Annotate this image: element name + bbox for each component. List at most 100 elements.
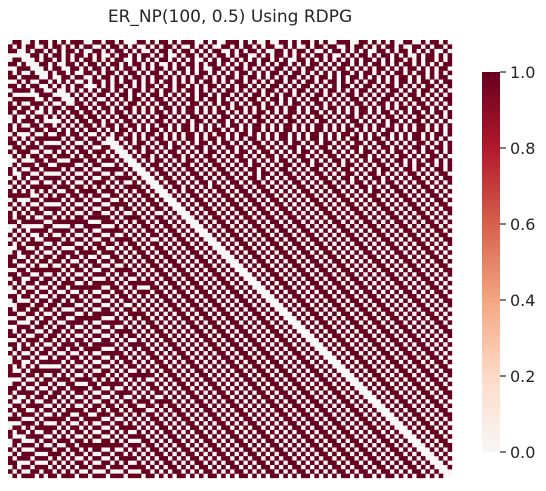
heatmap-cell xyxy=(190,324,200,330)
heatmap-cell xyxy=(443,88,448,93)
heatmap-cell xyxy=(332,70,337,76)
heatmap-cell xyxy=(247,324,253,330)
heatmap-cell xyxy=(132,75,142,80)
heatmap-cell xyxy=(389,346,395,352)
heatmap-cell xyxy=(181,149,186,155)
heatmap-cell xyxy=(354,83,359,89)
heatmap-cell xyxy=(65,197,71,203)
heatmap-cell xyxy=(74,267,84,273)
heatmap-cell xyxy=(141,193,151,198)
heatmap-cell xyxy=(212,171,217,176)
heatmap-cell xyxy=(278,346,284,352)
heatmap-cell xyxy=(114,79,120,84)
heatmap-cell xyxy=(256,276,262,282)
heatmap-cell xyxy=(292,272,297,277)
heatmap-cell xyxy=(136,140,146,146)
heatmap-cell xyxy=(274,232,279,238)
heatmap-cell xyxy=(403,167,413,172)
heatmap-cell xyxy=(154,79,160,84)
heatmap-cell xyxy=(345,333,351,338)
heatmap-cell xyxy=(265,162,271,168)
heatmap-cell xyxy=(150,70,160,76)
heatmap-cell xyxy=(269,206,275,211)
heatmap-cell xyxy=(265,399,275,404)
heatmap-cell xyxy=(376,464,386,470)
heatmap-cell xyxy=(123,145,129,150)
heatmap-cell xyxy=(403,421,408,426)
heatmap-cell xyxy=(425,329,430,334)
heatmap-cell xyxy=(332,289,337,295)
heatmap-cell xyxy=(167,390,173,395)
heatmap-cell xyxy=(74,197,84,203)
heatmap-cell xyxy=(154,298,160,303)
heatmap-cell xyxy=(287,276,293,282)
heatmap-cell xyxy=(349,425,355,430)
heatmap-cell xyxy=(327,285,333,290)
heatmap-cell xyxy=(367,162,373,168)
heatmap-cell xyxy=(398,75,408,80)
heatmap-cell xyxy=(323,83,328,89)
heatmap-cell xyxy=(283,342,293,347)
heatmap-cell xyxy=(230,53,235,58)
heatmap-cell xyxy=(221,57,231,63)
heatmap-cell xyxy=(403,197,413,203)
heatmap-cell xyxy=(447,149,453,155)
heatmap-cell xyxy=(261,451,266,457)
heatmap-cell xyxy=(318,193,324,198)
heatmap-cell xyxy=(274,425,279,430)
heatmap-cell xyxy=(194,241,200,247)
heatmap-cell xyxy=(265,79,271,84)
heatmap-cell xyxy=(403,298,408,303)
heatmap-cell xyxy=(172,241,177,247)
heatmap-cell xyxy=(309,399,319,404)
heatmap-cell xyxy=(380,153,386,159)
heatmap-cell xyxy=(105,469,111,474)
heatmap-cell xyxy=(287,193,293,198)
heatmap-cell xyxy=(434,368,439,374)
heatmap-cell xyxy=(56,254,66,260)
heatmap-cell xyxy=(261,473,266,479)
heatmap-cell xyxy=(190,44,195,49)
heatmap-cell xyxy=(21,184,26,190)
heatmap-cell xyxy=(314,381,319,387)
heatmap-cell xyxy=(110,285,120,290)
heatmap-cell xyxy=(283,180,288,185)
heatmap-cell xyxy=(407,171,417,176)
heatmap-cell xyxy=(314,180,319,185)
heatmap-cell xyxy=(167,167,173,172)
heatmap-cell xyxy=(74,57,80,63)
heatmap-cell xyxy=(150,140,155,146)
heatmap-cell xyxy=(87,92,93,98)
heatmap-cell xyxy=(110,272,115,277)
heatmap-cell xyxy=(176,329,182,334)
heatmap-cell xyxy=(92,464,106,470)
heatmap-cell xyxy=(292,464,302,470)
heatmap-cell xyxy=(234,206,244,211)
heatmap-cell xyxy=(403,228,413,233)
heatmap-cell xyxy=(327,153,337,159)
heatmap-cell xyxy=(314,285,324,290)
heatmap-cell xyxy=(158,57,168,63)
heatmap-cell xyxy=(305,324,311,330)
heatmap-cell xyxy=(376,210,382,216)
heatmap-cell xyxy=(12,145,22,150)
heatmap-cell xyxy=(358,337,364,343)
heatmap-cell xyxy=(287,48,293,54)
heatmap-cell xyxy=(65,276,71,282)
heatmap-cell xyxy=(119,342,124,347)
heatmap-cell xyxy=(176,245,182,251)
heatmap-cell xyxy=(443,390,453,395)
heatmap-cell xyxy=(181,171,186,176)
heatmap-cell xyxy=(438,311,444,317)
heatmap-cell xyxy=(198,92,208,98)
heatmap-cell xyxy=(203,79,213,84)
heatmap-cell xyxy=(181,342,186,347)
heatmap-cell xyxy=(394,136,399,141)
heatmap-cell xyxy=(101,399,111,404)
heatmap-cell xyxy=(309,329,315,334)
heatmap-cell xyxy=(372,40,377,45)
heatmap-cell xyxy=(274,276,284,282)
heatmap-cell xyxy=(429,342,435,347)
heatmap-cell xyxy=(234,223,240,229)
heatmap-cell xyxy=(363,407,368,413)
